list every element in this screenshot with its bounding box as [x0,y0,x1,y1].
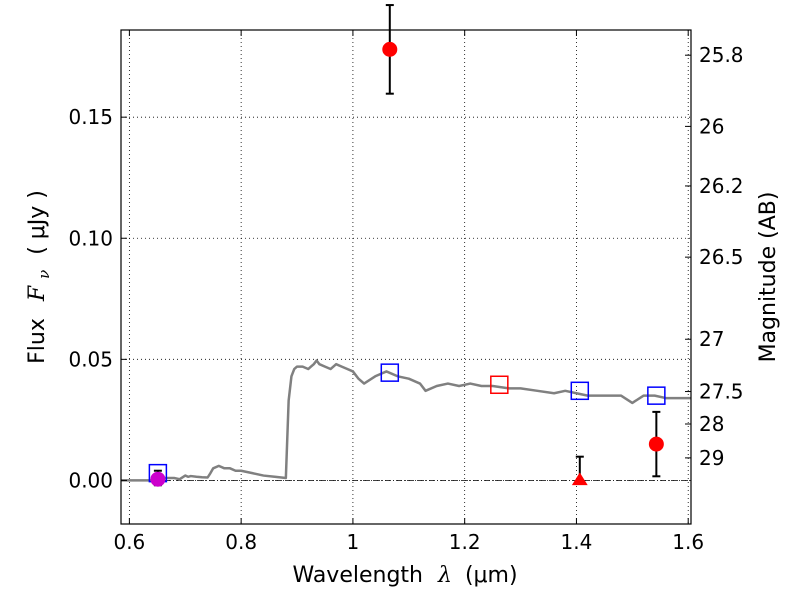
plot-series [121,4,691,487]
observed-flux-point [382,41,398,57]
y-tick-label: 0.00 [68,468,113,492]
y2-tick-label: 29 [699,446,724,470]
y2-tick-label: 26.2 [699,174,744,198]
observed-flux-point [150,471,166,487]
grid-lines [121,30,691,524]
x-axis-label: Wavelength λ (μm) [292,563,517,588]
y-axis-ticks: 0.00 0.05 0.10 0.15 [68,105,127,492]
x-tick-label: 1.4 [561,530,593,554]
y2-tick-label: 25.8 [699,43,744,67]
upper-limit-triangle [571,472,588,486]
y2-axis-label: Magnitude (AB) [756,192,781,363]
model-sed-line [121,359,691,482]
model-flux-square [380,363,400,382]
x-tick-label: 0.8 [225,530,257,554]
x-tick-label: 1 [347,530,360,554]
plot-frame [120,29,692,525]
x-tick-label: 1.6 [672,530,704,554]
y-tick-label: 0.05 [68,347,113,371]
y2-tick-label: 27.5 [699,380,744,404]
y2-tick-label: 26 [699,114,724,138]
model-flux-square [490,375,509,395]
x-axis-ticks: 0.6 0.8 1 1.2 1.4 1.6 [113,30,704,554]
y-tick-label: 0.15 [68,105,113,129]
y2-axis-ticks: 25.8 26 26.2 26.5 27 27.5 28 29 [685,43,744,470]
y2-tick-label: 26.5 [699,245,744,269]
x-tick-label: 1.2 [449,530,481,554]
y-tick-label: 0.10 [68,226,113,250]
model-flux-square [647,386,666,405]
x-tick-label: 0.6 [113,530,145,554]
observed-flux-point [648,436,664,452]
y2-tick-label: 27 [699,327,724,351]
y2-tick-label: 28 [699,412,724,436]
model-flux-square [570,381,590,401]
y-axis-label: Flux F ν ( μJy ) [25,190,55,364]
